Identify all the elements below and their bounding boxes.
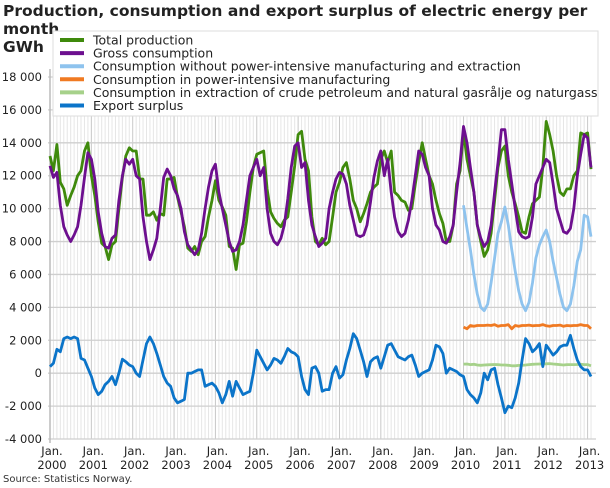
series-line-0: [48, 120, 593, 271]
source-note: Source: Statistics Norway.: [3, 474, 133, 485]
x-tick-label-year: 2007: [327, 458, 356, 472]
series-line-4: [463, 362, 592, 368]
x-tick-label-year: 2003: [161, 458, 190, 472]
series-line-5: [49, 332, 593, 415]
x-tick-label-month: Jan.: [454, 444, 476, 458]
y-tick-label: 16 000: [2, 103, 42, 117]
x-tick-label-month: Jan.: [206, 444, 228, 458]
gridlines: [48, 69, 596, 443]
x-tick-label-year: 2010: [451, 458, 480, 472]
unit-label: GWh: [3, 38, 44, 56]
x-tick-label-month: Jan.: [412, 444, 434, 458]
y-tick-label: 12 000: [2, 169, 42, 183]
y-tick-label: -4 000: [5, 432, 42, 446]
legend-label-0: Total production: [92, 33, 193, 48]
x-tick-label-month: Jan.: [495, 444, 517, 458]
legend-label-2: Consumption without power-intensive manu…: [93, 59, 521, 74]
y-tick-label: 2 000: [9, 333, 42, 347]
x-tick-label-month: Jan.: [247, 444, 269, 458]
title-text: Production, consumption and export surpl…: [3, 2, 588, 38]
x-tick-label-year: 2006: [285, 458, 314, 472]
x-tick-label-year: 2000: [37, 458, 66, 472]
chart-title: Production, consumption and export surpl…: [3, 2, 610, 56]
y-tick-label: 4 000: [9, 300, 42, 314]
series-line-3: [462, 323, 592, 331]
x-tick-label-month: Jan.: [288, 444, 310, 458]
x-tick-label-month: Jan.: [164, 444, 186, 458]
legend-label-4: Consumption in extraction of crude petro…: [93, 85, 597, 100]
legend-box: [52, 30, 599, 117]
x-tick-label-year: 2012: [534, 458, 563, 472]
x-tick-label-month: Jan.: [123, 444, 145, 458]
x-tick-label-month: Jan.: [371, 444, 393, 458]
x-tick-label-year: 2005: [244, 458, 273, 472]
x-tick-label-year: 2002: [120, 458, 149, 472]
legend-label-3: Consumption in power-intensive manufactu…: [93, 72, 390, 87]
x-tick-label-month: Jan.: [40, 444, 62, 458]
series-line-1: [48, 125, 593, 262]
x-tick-label-year: 2001: [79, 458, 108, 472]
y-tick-label: -2 000: [5, 399, 42, 413]
x-tick-label-year: 2011: [492, 458, 521, 472]
x-tick-label-month: Jan.: [82, 444, 104, 458]
x-tick-label-month: Jan.: [537, 444, 559, 458]
x-tick-label-month: Jan.: [330, 444, 352, 458]
y-tick-label: 8 000: [9, 235, 42, 249]
x-tick-label-year: 2009: [410, 458, 439, 472]
series-line-2: [462, 205, 593, 313]
y-tick-label: 18 000: [2, 70, 42, 84]
x-tick-label-year: 2004: [203, 458, 232, 472]
y-tick-label: 0: [35, 366, 42, 380]
y-tick-label: 10 000: [2, 202, 42, 216]
y-tick-label: 6 000: [9, 267, 42, 281]
x-tick-label-year: 2008: [368, 458, 397, 472]
x-tick-label-year: 2013: [575, 458, 604, 472]
legend-label-1: Gross consumption: [93, 46, 213, 61]
legend-label-5: Export surplus: [93, 98, 183, 113]
y-tick-label: 14 000: [2, 136, 42, 150]
x-tick-label-month: Jan.: [578, 444, 600, 458]
